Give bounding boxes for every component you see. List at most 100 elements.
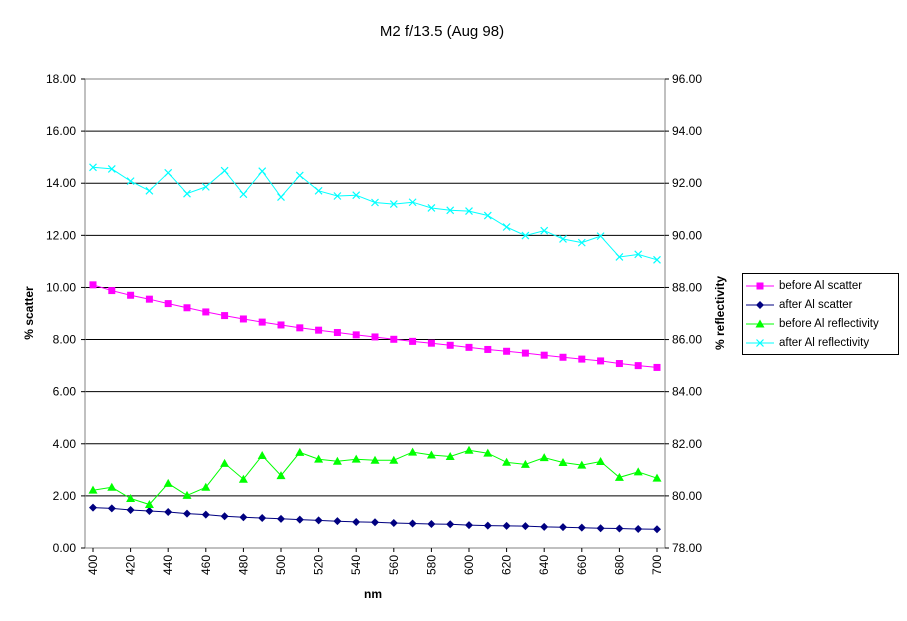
data-point <box>615 360 623 368</box>
y-tick-label: 12.00 <box>46 228 76 242</box>
data-point <box>389 200 398 208</box>
x-tick-label: 400 <box>86 555 100 575</box>
series-0 <box>89 281 661 371</box>
data-point <box>483 211 492 220</box>
data-point <box>145 295 153 303</box>
x-tick-label: 620 <box>500 555 514 575</box>
legend-swatch <box>746 319 774 328</box>
data-point <box>484 345 492 353</box>
data-point <box>277 514 285 523</box>
data-point <box>314 516 323 525</box>
data-point <box>221 312 229 320</box>
data-point <box>371 198 379 207</box>
data-point <box>427 339 435 347</box>
y-tick-label: 10.00 <box>46 280 76 294</box>
data-point <box>577 238 586 247</box>
data-point <box>653 363 661 371</box>
data-point <box>540 226 549 235</box>
data-point <box>634 250 643 259</box>
y-tick-label: 6.00 <box>53 385 77 399</box>
data-point <box>596 456 606 465</box>
data-point <box>144 499 154 508</box>
right-axis-ticks: 78.00 80.00 82.00 84.00 86.00 88.00 90.00 92.00… <box>665 72 702 555</box>
legend-swatch-marker <box>756 301 764 309</box>
data-point <box>164 300 172 308</box>
legend-swatch <box>746 301 774 309</box>
x-tick-label: 660 <box>575 555 589 575</box>
data-point <box>126 493 136 502</box>
legend: before Al scatter after Al scatter before … <box>742 273 899 355</box>
x-tick-label: 700 <box>650 555 664 575</box>
legend-item: before Al reflectivity <box>745 316 879 332</box>
data-point <box>314 186 323 195</box>
data-point <box>296 324 304 332</box>
data-point <box>238 474 248 483</box>
data-point <box>539 453 549 462</box>
x-axis-ticks: 400 420 440 460 480 500 520 540 560 580 600 620 640 6… <box>86 548 664 575</box>
x-tick-label: 440 <box>161 555 175 575</box>
legend-item: after Al scatter <box>745 297 853 313</box>
data-point <box>502 223 511 231</box>
data-point <box>446 206 455 215</box>
data-point <box>426 450 436 459</box>
data-point <box>333 517 342 526</box>
data-point <box>634 524 643 533</box>
data-point <box>352 331 360 339</box>
data-point <box>427 520 436 529</box>
data-point <box>371 333 379 341</box>
x-tick-label: 460 <box>199 555 213 575</box>
data-point <box>220 512 229 521</box>
data-point <box>597 357 605 365</box>
y2-tick-label: 92.00 <box>672 176 702 190</box>
data-point <box>390 335 398 343</box>
data-point <box>502 457 512 466</box>
series-2 <box>88 445 662 508</box>
data-point <box>277 321 285 329</box>
data-point <box>295 447 305 456</box>
x-tick-label: 540 <box>349 555 363 575</box>
data-point <box>258 318 266 326</box>
y2-tick-label: 86.00 <box>672 333 702 347</box>
series-line <box>92 166 658 261</box>
x-tick-label: 480 <box>236 555 250 575</box>
x-tick-label: 680 <box>612 555 626 575</box>
data-point <box>315 326 323 334</box>
y-tick-label: 16.00 <box>46 124 76 138</box>
data-point <box>333 329 341 337</box>
y-tick-label: 4.00 <box>53 437 77 451</box>
y2-tick-label: 90.00 <box>672 228 702 242</box>
data-point <box>408 198 417 207</box>
data-point <box>408 447 418 456</box>
data-point <box>540 522 549 531</box>
data-point <box>446 520 455 529</box>
data-point <box>295 171 304 180</box>
data-point <box>445 452 455 461</box>
left-axis-ticks: 0.00 2.00 4.00 6.00 8.00 10.00 12.00 14.00 16.00… <box>46 72 85 555</box>
y-tick-label: 18.00 <box>46 72 76 86</box>
data-point <box>145 507 154 516</box>
series-3 <box>89 163 661 264</box>
data-point <box>239 315 247 323</box>
data-point <box>352 517 361 526</box>
data-point <box>201 482 211 491</box>
data-point <box>88 485 98 494</box>
data-point <box>521 522 530 531</box>
x-tick-label: 560 <box>387 555 401 575</box>
data-point <box>559 235 567 243</box>
data-point <box>183 189 191 198</box>
data-point <box>89 281 97 289</box>
legend-label: after Al scatter <box>779 299 853 311</box>
x-tick-label: 640 <box>537 555 551 575</box>
data-point <box>483 521 492 530</box>
data-point <box>465 343 473 351</box>
data-point <box>502 521 511 530</box>
data-point <box>465 521 473 530</box>
legend-item: after Al reflectivity <box>745 335 869 351</box>
data-point <box>314 454 324 463</box>
legend-swatch <box>746 282 774 290</box>
data-point <box>577 460 587 469</box>
data-point <box>220 166 229 175</box>
data-point <box>107 504 116 513</box>
data-point <box>201 510 210 519</box>
